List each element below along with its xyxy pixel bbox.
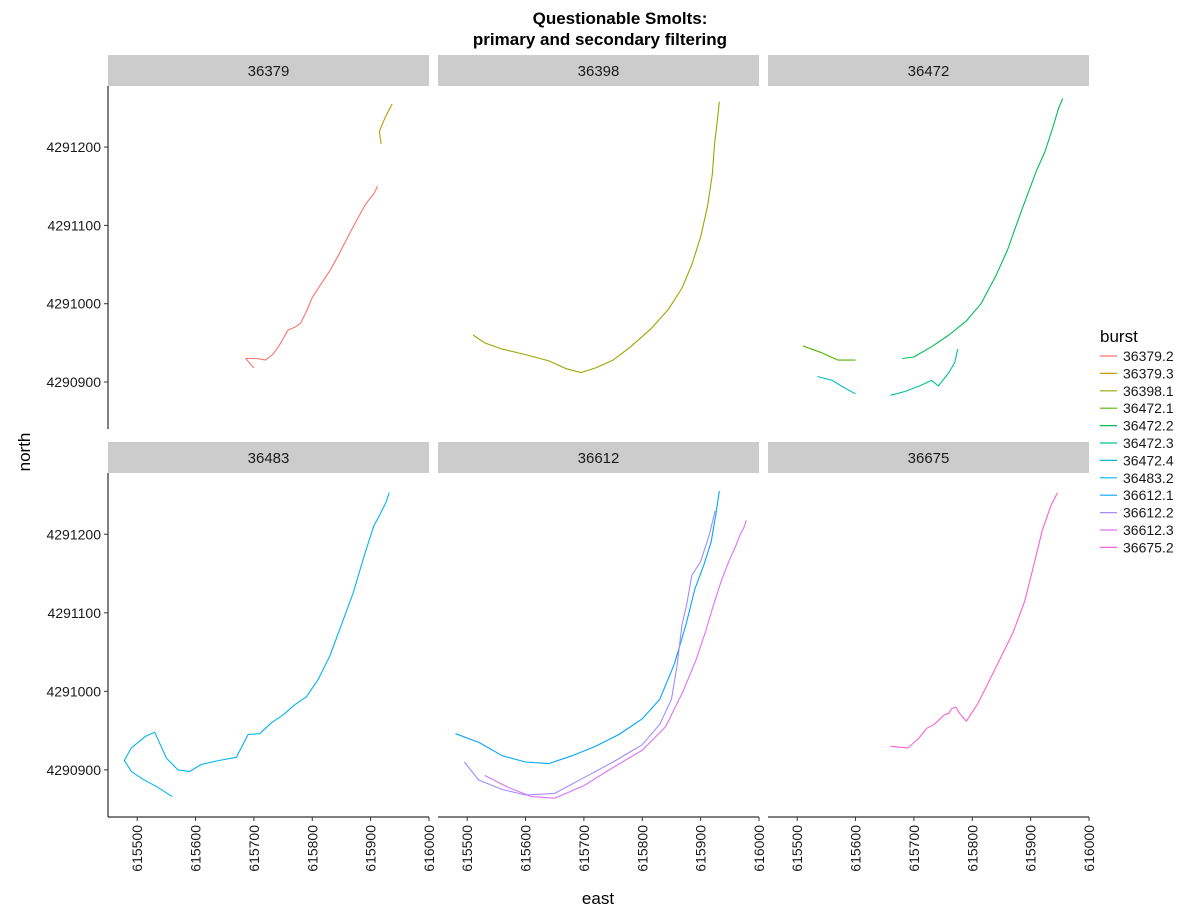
x-tick-label: 615500	[789, 825, 805, 872]
track-line-36483-2	[123, 492, 390, 798]
facet-strip-label: 36379	[248, 63, 290, 80]
facet-panel-36483: 36483	[108, 442, 429, 798]
y-tick-label: 4291200	[46, 526, 101, 542]
facet-panel-36379: 36379	[108, 55, 429, 369]
x-tick-label: 615800	[964, 825, 980, 872]
x-tick-label: 615700	[906, 825, 922, 872]
legend-label: 36379.2	[1123, 348, 1174, 364]
track-line-36472-3	[890, 348, 959, 396]
facet-strip	[108, 55, 429, 86]
facet-panel-36398: 36398	[438, 55, 759, 374]
y-tick-label: 4290900	[46, 762, 101, 778]
facet-panels: 36379 36398 36472 36483 36612 36675	[108, 55, 1089, 799]
track-line-36612-1	[455, 491, 720, 765]
facet-panel-36675: 36675	[768, 442, 1089, 749]
legend-label: 36472.3	[1123, 435, 1174, 451]
x-tick-label: 615800	[634, 825, 650, 872]
x-tick-label: 616000	[751, 825, 767, 872]
facet-strip-label: 36472	[908, 63, 950, 80]
facet-strip-label: 36398	[578, 63, 620, 80]
x-tick-label: 615600	[188, 825, 204, 872]
legend-label: 36472.1	[1123, 400, 1174, 416]
y-tick-label: 4291000	[46, 683, 101, 699]
track-line-36675-2	[890, 492, 1058, 749]
chart-title-line-1: Questionable Smolts:	[533, 9, 708, 28]
x-tick-label: 615600	[518, 825, 534, 872]
facet-strip	[768, 442, 1089, 473]
facet-strip-label: 36612	[578, 450, 620, 467]
legend-title: burst	[1100, 327, 1138, 346]
facet-strip	[438, 442, 759, 473]
y-axis-title: north	[15, 433, 34, 472]
axes: 4290900 4291000 4291100 4291200 4290900 42910…	[46, 86, 1097, 872]
facet-strip-label: 36675	[908, 450, 950, 467]
facet-strip-label: 36483	[248, 450, 290, 467]
legend-label: 36472.2	[1123, 418, 1174, 434]
x-tick-label: 615500	[459, 825, 475, 872]
x-tick-label: 615600	[848, 825, 864, 872]
facet-panel-36472: 36472	[768, 55, 1089, 396]
x-tick-label: 615800	[304, 825, 320, 872]
legend-label: 36379.3	[1123, 365, 1174, 381]
y-tick-label: 4291100	[48, 605, 102, 621]
track-line-36612-2	[463, 510, 716, 796]
x-tick-label: 615700	[576, 825, 592, 872]
track-line-36472-2	[902, 98, 1064, 360]
legend-label: 36612.3	[1123, 522, 1174, 538]
track-line-36379-2	[245, 185, 379, 369]
facet-strip	[108, 442, 429, 473]
legend-label: 36398.1	[1123, 383, 1174, 399]
x-tick-label: 615900	[693, 825, 709, 872]
track-line-36398-1	[472, 101, 720, 374]
legend-label: 36675.2	[1123, 539, 1174, 555]
facet-strip	[768, 55, 1089, 86]
x-tick-label: 616000	[421, 825, 437, 872]
x-axis-title: east	[582, 889, 614, 908]
track-line-36379-3	[378, 103, 393, 144]
chart-title-line-2: primary and secondary filtering	[473, 30, 727, 49]
x-tick-label: 615900	[363, 825, 379, 872]
track-line-36472-1	[802, 345, 856, 361]
legend-label: 36612.1	[1123, 487, 1174, 503]
x-tick-label: 615900	[1023, 825, 1039, 872]
y-tick-label: 4290900	[46, 374, 101, 390]
legend-label: 36612.2	[1123, 505, 1174, 521]
facet-panel-36612: 36612	[438, 442, 759, 799]
x-tick-label: 616000	[1081, 825, 1097, 872]
track-line-36612-3	[484, 519, 747, 799]
x-tick-label: 615500	[129, 825, 145, 872]
y-tick-label: 4291100	[48, 217, 102, 233]
y-tick-label: 4291200	[46, 139, 101, 155]
legend-label: 36483.2	[1123, 470, 1174, 486]
track-line-36472-4	[817, 375, 856, 395]
x-tick-label: 615700	[246, 825, 262, 872]
facet-strip	[438, 55, 759, 86]
legend-label: 36472.4	[1123, 452, 1174, 468]
y-tick-label: 4291000	[46, 296, 101, 312]
